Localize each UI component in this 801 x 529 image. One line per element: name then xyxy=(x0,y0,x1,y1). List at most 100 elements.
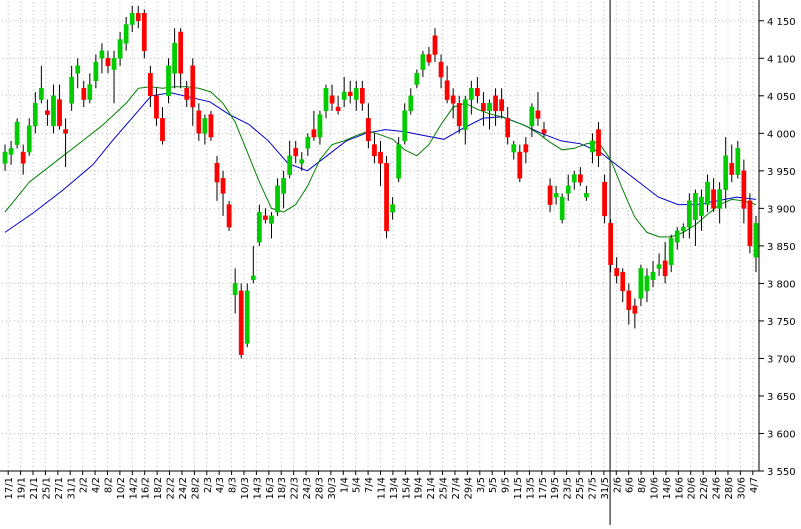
candle-up xyxy=(420,54,426,70)
x-tick-label: 7/4 xyxy=(364,477,375,493)
candle-up xyxy=(353,88,359,100)
candle-up xyxy=(735,148,741,175)
x-tick-label: 9/5 xyxy=(501,477,512,493)
candle-up xyxy=(559,196,565,220)
candle-up xyxy=(644,275,650,292)
candle-up xyxy=(281,178,286,194)
candle-up xyxy=(674,230,680,243)
candle-up xyxy=(51,95,56,127)
x-tick-label: 11/4 xyxy=(377,477,388,499)
candle-down xyxy=(432,35,438,55)
candle-down xyxy=(456,103,462,127)
y-tick-label: 4 150 xyxy=(767,17,796,28)
candle-down xyxy=(329,95,335,104)
y-tick-label: 3 600 xyxy=(767,429,796,440)
candle-down xyxy=(45,110,50,115)
candle-up xyxy=(87,84,93,100)
x-tick-label: 10/6 xyxy=(650,477,661,499)
candle-up xyxy=(390,204,395,213)
y-tick-label: 3 650 xyxy=(767,392,796,403)
candle-up xyxy=(14,121,20,145)
candle-down xyxy=(196,110,202,134)
x-tick-label: 5/5 xyxy=(488,477,499,493)
x-tick-label: 5/4 xyxy=(352,477,363,493)
candle-down xyxy=(596,129,601,157)
y-tick-label: 3 550 xyxy=(767,467,796,478)
y-tick-label: 4 000 xyxy=(767,129,796,140)
x-tick-label: 25/5 xyxy=(575,477,586,499)
candles xyxy=(2,5,759,359)
candle-up xyxy=(656,264,662,269)
candle-down xyxy=(335,106,341,112)
y-tick-label: 3 850 xyxy=(767,242,796,253)
x-tick-label: 10/3 xyxy=(240,477,251,499)
x-tick-label: 28/3 xyxy=(314,477,325,499)
candle-down xyxy=(577,174,583,183)
x-tick-label: 8/6 xyxy=(637,477,648,493)
x-tick-label: 24/2 xyxy=(178,477,189,499)
x-tick-label: 25/4 xyxy=(439,477,450,499)
candle-down xyxy=(662,260,668,277)
x-tick-label: 2/2 xyxy=(79,477,90,493)
long-moving-average-line xyxy=(4,92,757,233)
y-tick-label: 3 700 xyxy=(767,354,796,365)
candle-up xyxy=(341,91,347,100)
x-tick-label: 31/5 xyxy=(600,477,611,499)
x-tick-label: 29/4 xyxy=(463,477,474,499)
x-tick-label: 31/1 xyxy=(66,477,77,499)
candle-down xyxy=(378,151,383,164)
candle-down xyxy=(493,95,498,112)
x-tick-label: 30/6 xyxy=(736,477,747,499)
candle-up xyxy=(250,275,256,280)
candle-down xyxy=(505,118,511,138)
axes xyxy=(0,0,764,475)
x-tick-label: 10/2 xyxy=(116,477,127,499)
candle-down xyxy=(214,163,220,183)
candle-up xyxy=(305,136,311,149)
candle-down xyxy=(63,129,68,134)
x-tick-label: 21/4 xyxy=(426,477,437,499)
candle-up xyxy=(8,148,14,155)
x-tick-label: 4/2 xyxy=(91,477,102,493)
candle-down xyxy=(372,144,377,157)
candle-down xyxy=(450,95,456,104)
candle-down xyxy=(184,88,190,100)
x-tick-label: 19/5 xyxy=(550,477,561,499)
x-tick-label: 28/6 xyxy=(724,477,735,499)
candle-down xyxy=(160,118,165,142)
x-tick-label: 6/6 xyxy=(625,477,636,493)
candle-up xyxy=(69,76,75,104)
x-tick-label: 2/3 xyxy=(203,477,214,493)
candle-up xyxy=(93,61,99,82)
x-tick-label: 2/6 xyxy=(612,477,623,493)
x-tick-label: 27/5 xyxy=(587,477,598,499)
candle-down xyxy=(154,95,159,119)
candle-up xyxy=(414,73,420,85)
x-tick-label: 13/5 xyxy=(525,477,536,499)
x-tick-label: 15/4 xyxy=(401,477,412,499)
candle-up xyxy=(705,181,710,205)
x-tick-label: 4/7 xyxy=(749,477,760,493)
candle-up xyxy=(396,144,402,179)
y-tick-label: 4 100 xyxy=(767,54,796,65)
x-tick-label: 25/1 xyxy=(41,477,52,499)
x-tick-label: 22/6 xyxy=(699,477,710,499)
candle-down xyxy=(614,268,620,277)
y-tick-label: 3 750 xyxy=(767,317,796,328)
candle-up xyxy=(686,200,692,228)
candle-up xyxy=(166,65,171,97)
candle-down xyxy=(148,73,153,97)
x-tick-label: 22/3 xyxy=(290,477,301,499)
candle-up xyxy=(638,268,644,299)
candle-down xyxy=(135,13,141,22)
candle-up xyxy=(123,24,129,44)
x-tick-label: 16/3 xyxy=(265,477,276,499)
candle-up xyxy=(590,140,595,153)
y-tick-label: 4 050 xyxy=(767,92,796,103)
x-tick-label: 19/1 xyxy=(17,477,28,499)
candle-down xyxy=(620,271,626,292)
candle-down xyxy=(475,88,480,97)
candle-up xyxy=(668,238,674,265)
candle-down xyxy=(208,114,214,138)
candle-up xyxy=(299,159,305,164)
